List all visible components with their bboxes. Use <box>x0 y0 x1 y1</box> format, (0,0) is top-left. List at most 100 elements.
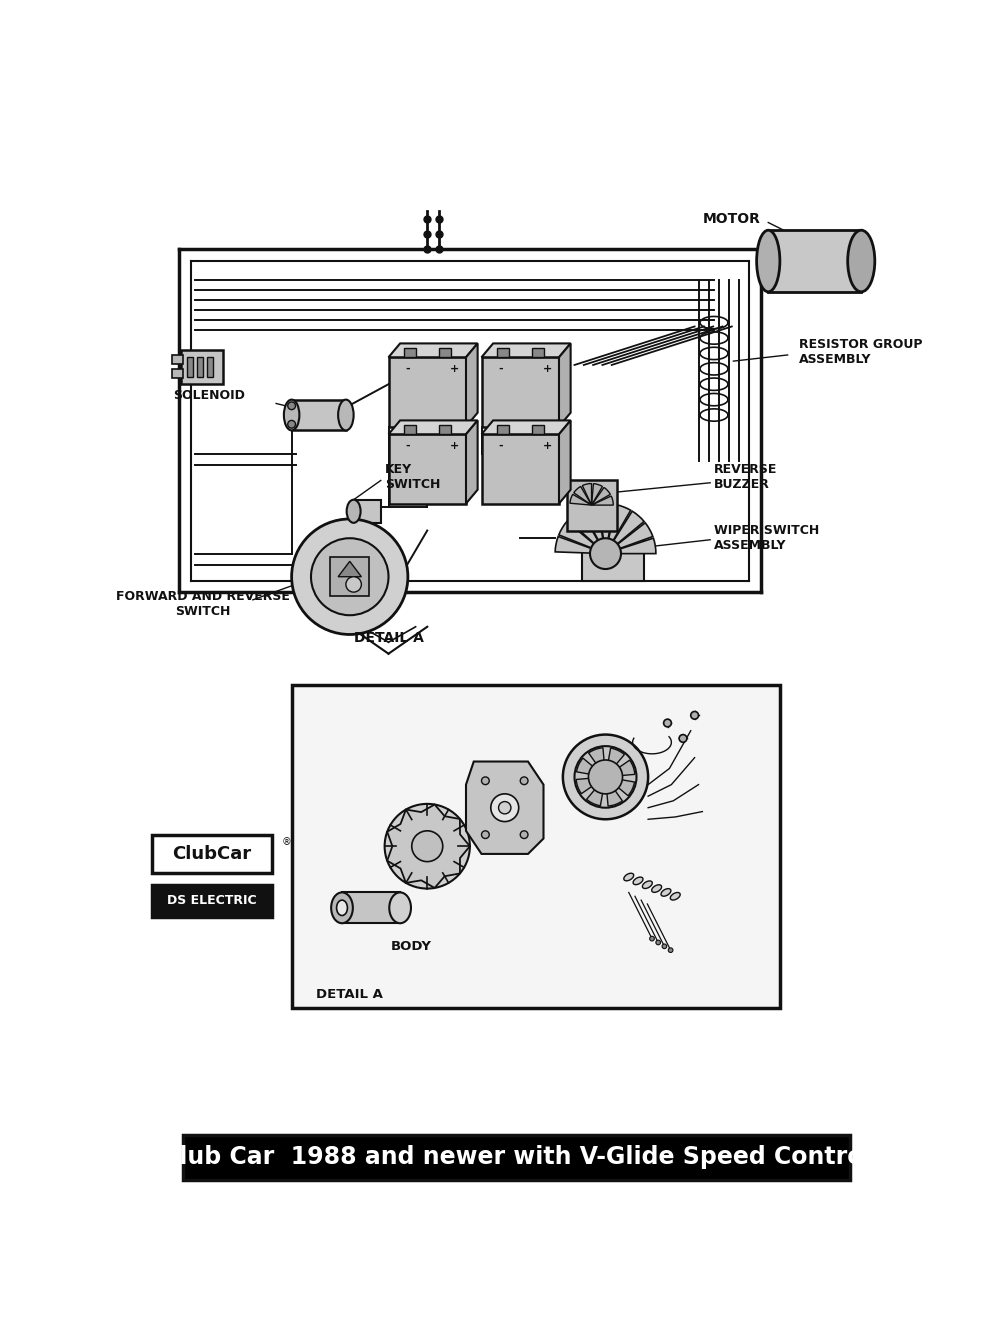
Wedge shape <box>592 484 602 506</box>
Wedge shape <box>559 522 606 554</box>
Polygon shape <box>330 558 369 595</box>
Bar <box>172 355 183 365</box>
Ellipse shape <box>652 885 662 892</box>
Polygon shape <box>466 343 478 426</box>
Circle shape <box>292 519 408 634</box>
Wedge shape <box>576 758 606 776</box>
Polygon shape <box>388 421 478 434</box>
Bar <box>183 1134 850 1180</box>
Circle shape <box>590 538 621 569</box>
Wedge shape <box>592 487 610 506</box>
Bar <box>482 434 559 504</box>
Bar <box>497 425 509 434</box>
Bar <box>439 425 450 434</box>
Circle shape <box>288 421 296 428</box>
Ellipse shape <box>338 400 354 430</box>
Ellipse shape <box>661 889 671 896</box>
Text: -: - <box>406 363 410 374</box>
Text: DETAIL A: DETAIL A <box>354 632 423 645</box>
Circle shape <box>588 760 623 794</box>
Circle shape <box>482 831 489 838</box>
Ellipse shape <box>337 900 347 916</box>
Circle shape <box>664 719 671 727</box>
Text: RESISTOR GROUP
ASSEMBLY: RESISTOR GROUP ASSEMBLY <box>799 338 923 366</box>
Bar <box>181 350 223 385</box>
Bar <box>152 834 272 873</box>
Wedge shape <box>576 776 606 794</box>
Bar <box>404 349 416 357</box>
Text: ®: ® <box>282 837 291 848</box>
Bar <box>292 684 780 1008</box>
Wedge shape <box>606 538 656 554</box>
Wedge shape <box>574 487 592 506</box>
Bar <box>292 400 346 430</box>
Circle shape <box>311 538 388 616</box>
Wedge shape <box>582 504 606 554</box>
Wedge shape <box>570 495 592 506</box>
Ellipse shape <box>642 881 652 889</box>
Wedge shape <box>582 484 592 506</box>
Wedge shape <box>606 776 622 806</box>
Text: +: + <box>543 363 552 374</box>
Bar <box>497 349 509 357</box>
Polygon shape <box>482 343 571 357</box>
Bar <box>388 434 466 504</box>
Circle shape <box>288 402 296 409</box>
Ellipse shape <box>670 893 680 900</box>
Wedge shape <box>568 511 606 554</box>
Ellipse shape <box>284 400 299 430</box>
Bar <box>532 425 544 434</box>
Circle shape <box>482 776 489 784</box>
Circle shape <box>656 940 661 945</box>
Text: -: - <box>406 441 410 451</box>
Polygon shape <box>466 762 544 854</box>
Text: MOTOR: MOTOR <box>703 212 761 225</box>
Bar <box>388 357 466 426</box>
Bar <box>197 357 203 377</box>
Wedge shape <box>606 511 644 554</box>
Circle shape <box>491 794 519 822</box>
Wedge shape <box>606 748 624 776</box>
Bar <box>582 534 644 581</box>
Bar <box>207 357 213 377</box>
Circle shape <box>574 746 637 807</box>
Bar <box>768 231 861 292</box>
Text: DETAIL A: DETAIL A <box>316 987 383 1000</box>
Circle shape <box>385 803 470 889</box>
Circle shape <box>563 735 648 819</box>
Ellipse shape <box>347 500 361 523</box>
Circle shape <box>520 831 528 838</box>
Wedge shape <box>587 776 606 806</box>
Wedge shape <box>555 536 606 554</box>
Text: DS ELECTRIC: DS ELECTRIC <box>167 894 257 908</box>
Wedge shape <box>589 748 606 776</box>
Text: BODY: BODY <box>391 940 432 953</box>
Circle shape <box>499 802 511 814</box>
Text: -: - <box>499 363 503 374</box>
Text: KEY
SWITCH: KEY SWITCH <box>385 463 440 491</box>
Text: WIPER SWITCH
ASSEMBLY: WIPER SWITCH ASSEMBLY <box>714 524 819 552</box>
Circle shape <box>650 936 654 941</box>
Bar <box>342 892 400 923</box>
Bar <box>404 425 416 434</box>
Bar <box>567 480 617 531</box>
Text: -: - <box>499 441 503 451</box>
Circle shape <box>662 944 667 948</box>
Bar <box>532 349 544 357</box>
Ellipse shape <box>633 877 643 885</box>
Ellipse shape <box>624 873 634 881</box>
Wedge shape <box>606 776 635 795</box>
Bar <box>187 357 193 377</box>
Circle shape <box>668 948 673 952</box>
Polygon shape <box>482 421 571 434</box>
Wedge shape <box>606 504 631 554</box>
Polygon shape <box>338 562 361 577</box>
Text: SOLENOID: SOLENOID <box>173 389 245 402</box>
Text: Club Car  1988 and newer with V-Glide Speed Control: Club Car 1988 and newer with V-Glide Spe… <box>162 1145 871 1169</box>
Text: FORWARD AND REVERSE
SWITCH: FORWARD AND REVERSE SWITCH <box>116 590 289 618</box>
Text: ClubCar: ClubCar <box>172 845 251 862</box>
Wedge shape <box>606 760 635 776</box>
Bar <box>354 500 381 523</box>
Text: +: + <box>450 441 459 451</box>
Ellipse shape <box>848 231 875 292</box>
